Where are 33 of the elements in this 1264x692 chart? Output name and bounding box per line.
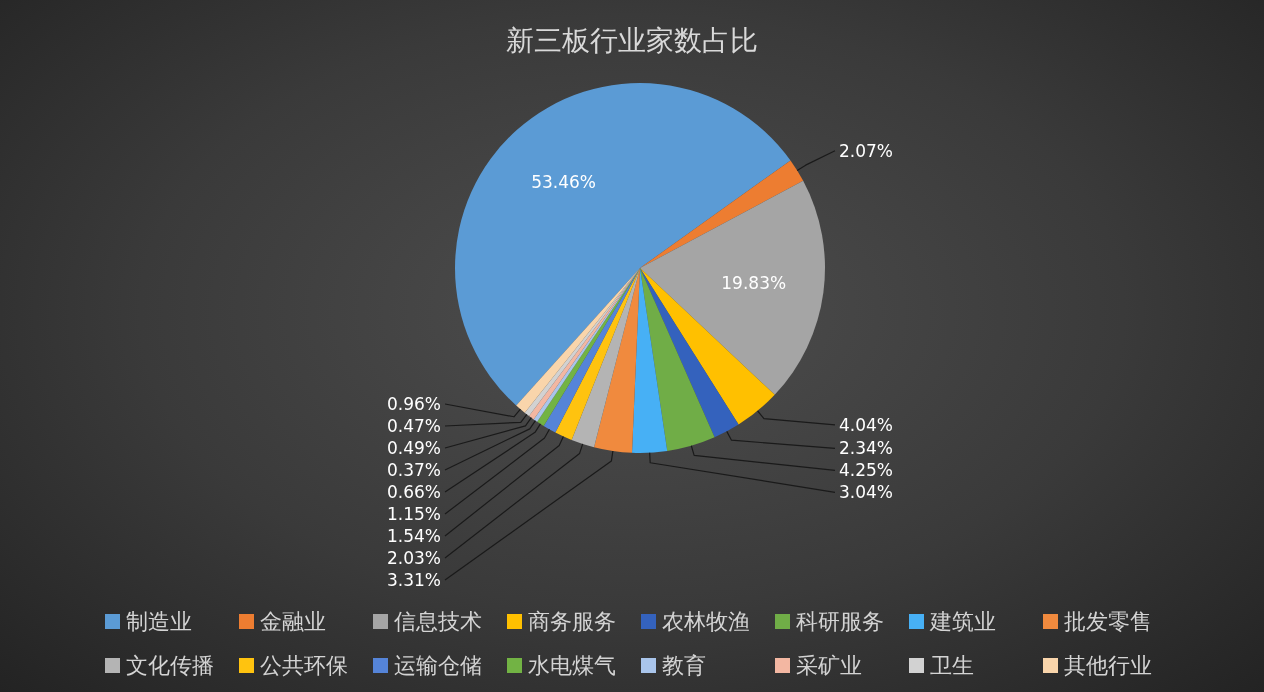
legend-label: 农林牧渔 (662, 609, 750, 634)
data-label: 0.96% (387, 394, 441, 414)
legend-label: 批发零售 (1064, 609, 1152, 634)
legend-label: 教育 (662, 653, 706, 678)
legend-label: 科研服务 (796, 609, 884, 634)
data-label: 1.15% (387, 504, 441, 524)
data-label: 19.83% (721, 273, 787, 294)
data-label: 2.07% (839, 140, 893, 161)
legend-label: 卫生 (930, 653, 974, 678)
legend-label: 公共环保 (260, 653, 348, 678)
data-label: 0.37% (387, 460, 441, 480)
legend-label: 采矿业 (796, 653, 862, 678)
legend-label: 运输仓储 (394, 653, 482, 678)
data-label: 0.66% (387, 482, 441, 502)
legend-label: 其他行业 (1064, 653, 1152, 678)
data-label: 4.25% (839, 460, 893, 481)
data-label: 1.54% (387, 526, 441, 546)
legend-label: 商务服务 (528, 609, 616, 634)
legend-label: 制造业 (126, 609, 192, 634)
legend-label: 文化传播 (126, 653, 214, 678)
data-label: 0.49% (387, 438, 441, 458)
data-label: 53.46% (531, 172, 596, 193)
data-label: 0.47% (387, 416, 441, 436)
data-label: 4.04% (839, 414, 893, 435)
data-label: 2.03% (387, 548, 441, 568)
legend-label: 水电煤气 (528, 653, 616, 678)
legend-label: 金融业 (260, 609, 326, 634)
data-label: 3.31% (387, 570, 441, 590)
data-label: 3.04% (839, 482, 893, 503)
legend-label: 信息技术 (394, 609, 482, 634)
legend-label: 建筑业 (930, 609, 996, 634)
title: 新三板行业家数占比 (506, 24, 758, 57)
data-label: 2.34% (839, 438, 893, 459)
